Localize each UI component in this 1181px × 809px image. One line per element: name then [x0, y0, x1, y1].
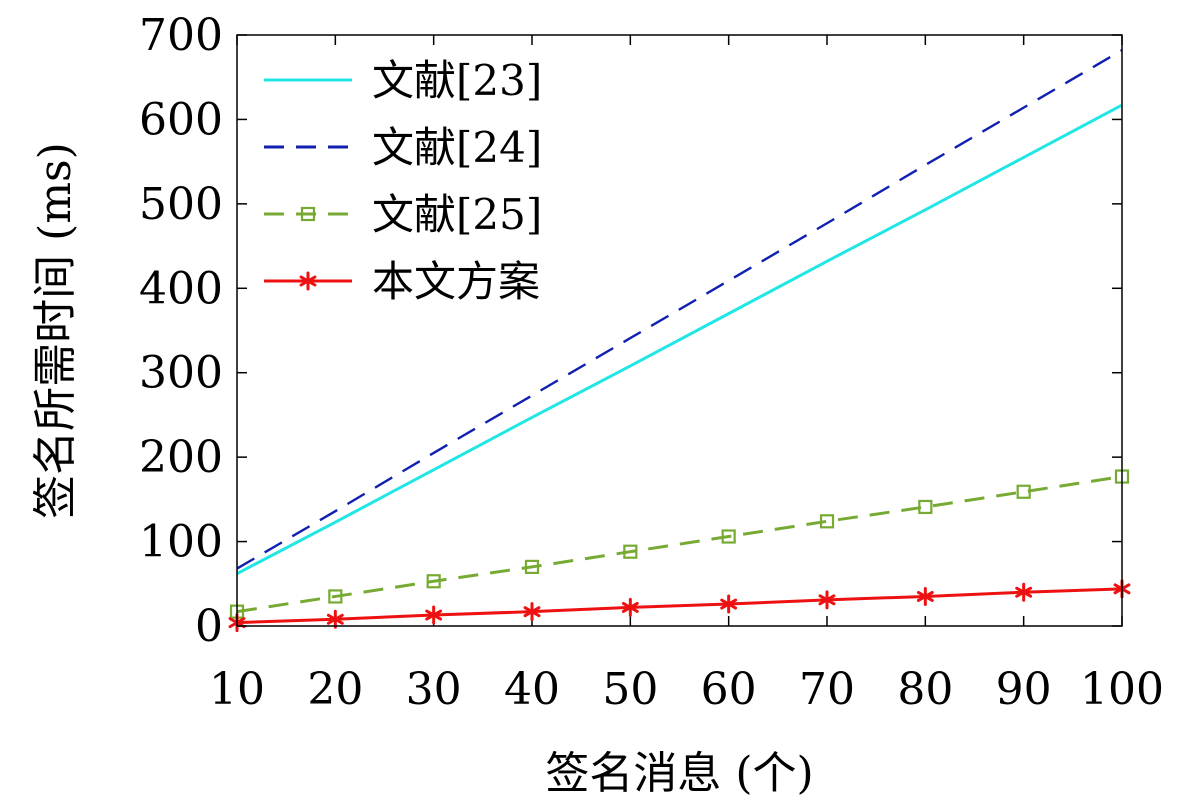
x-axis-label: 签名消息 (个) — [545, 748, 813, 799]
legend-label: 文献[24] — [372, 123, 542, 172]
legend-label: 本文方案 — [372, 257, 540, 306]
y-tick-label: 500 — [139, 179, 223, 230]
data-point — [328, 589, 343, 604]
data-point — [1015, 582, 1033, 602]
y-axis-label: 签名所需时间 (ms) — [30, 142, 81, 519]
data-point — [916, 586, 934, 606]
series-layer — [228, 49, 1131, 633]
series-1 — [236, 103, 1123, 575]
x-tick-label: 40 — [504, 664, 560, 715]
tick-marks — [236, 34, 1123, 627]
x-tick-label: 70 — [799, 664, 855, 715]
legend-entry: 本文方案 — [264, 257, 540, 306]
legend-entry: 文献[23] — [264, 56, 542, 105]
legend-label: 文献[23] — [372, 56, 542, 105]
x-tick-label: 60 — [701, 664, 757, 715]
legend-label: 文献[25] — [372, 190, 542, 239]
data-point — [524, 559, 540, 575]
series-line — [236, 49, 1123, 570]
x-tick-label: 80 — [897, 664, 953, 715]
data-point — [621, 597, 639, 617]
series-line — [236, 475, 1123, 614]
y-tick-label: 600 — [139, 94, 223, 145]
series-3 — [229, 469, 1130, 619]
legend-entry: 文献[24] — [264, 123, 542, 172]
x-tick-labels: 10 20 30 40 50 60 70 80 90 100 — [209, 664, 1164, 715]
x-tick-label: 100 — [1080, 664, 1164, 715]
y-tick-label: 400 — [139, 263, 223, 314]
x-tick-label: 50 — [602, 664, 658, 715]
data-point — [918, 499, 933, 515]
x-tick-label: 10 — [209, 664, 265, 715]
y-tick-label: 200 — [139, 432, 223, 483]
data-point — [425, 605, 443, 625]
series-2 — [236, 49, 1123, 570]
y-tick-label: 100 — [139, 517, 223, 568]
y-tick-label: 300 — [139, 348, 223, 399]
series-line — [236, 587, 1123, 625]
x-tick-label: 30 — [406, 664, 462, 715]
legend: 文献[23] 文献[24] 文献[25] 本文方案 — [264, 56, 542, 306]
legend-marker — [300, 206, 316, 222]
data-point — [426, 574, 441, 589]
series-line — [236, 103, 1123, 575]
data-point — [818, 590, 836, 610]
series-4 — [228, 579, 1131, 633]
x-tick-label: 90 — [996, 664, 1052, 715]
legend-entry: 文献[25] — [264, 190, 542, 239]
data-point — [720, 594, 738, 614]
y-tick-label: 700 — [139, 10, 223, 61]
data-point — [721, 529, 736, 544]
data-point — [523, 602, 541, 622]
data-point — [326, 609, 344, 629]
plot-frame — [236, 34, 1123, 627]
x-tick-label: 20 — [307, 664, 363, 715]
y-tick-label: 0 — [195, 601, 223, 652]
data-point — [819, 514, 835, 529]
data-point — [623, 544, 638, 559]
legend-marker — [299, 271, 317, 291]
data-point — [1016, 484, 1031, 499]
y-tick-labels: 0 100 200 300 400 500 600 700 — [139, 10, 223, 652]
